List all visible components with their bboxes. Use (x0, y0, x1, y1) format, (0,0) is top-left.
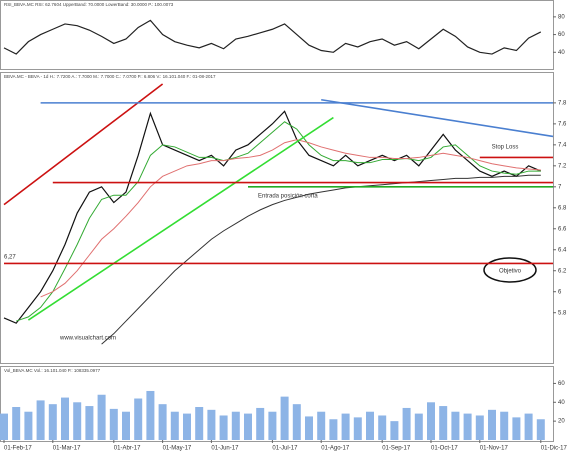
y-tick-label: 80 (558, 14, 565, 20)
series-line (40, 139, 541, 298)
x-tick-label: 01-May-17 (163, 446, 192, 452)
volume-bar (427, 402, 435, 440)
x-tick-label: 01-Jun-17 (211, 446, 239, 452)
series-line (101, 174, 541, 345)
trend-line (27, 116, 334, 321)
y-tick-label: 20 (558, 419, 565, 425)
y-tick-label: 7 (558, 184, 562, 190)
annotation: 6,27 (4, 255, 16, 261)
x-tick-label: 01-Ago-17 (321, 446, 350, 452)
volume-bar (305, 416, 313, 440)
volume-bar (231, 411, 240, 440)
volume-bar (280, 396, 289, 440)
y-tick-label: 60 (558, 381, 565, 387)
volume-bar (0, 413, 8, 440)
volume-bar (122, 411, 130, 440)
volume-bar (317, 411, 326, 440)
annotation: Stop Loss (492, 145, 519, 151)
x-tick-label: 01-Sep-17 (382, 446, 411, 452)
x-tick-label: 01-Feb-17 (4, 446, 32, 452)
volume-bar (353, 417, 362, 440)
volume-bar (524, 413, 533, 440)
volume-bar (183, 413, 191, 440)
y-tick-label: 7.8 (558, 100, 567, 106)
volume-bar (97, 394, 106, 440)
volume-bar (158, 404, 167, 440)
series-line (3, 110, 542, 324)
volume-bar (390, 421, 399, 440)
volume-bar (536, 419, 545, 440)
volume-bar (24, 411, 33, 440)
volume-panel (0, 366, 554, 442)
volume-bar (207, 409, 216, 440)
x-tick-label: 01-Dic-17 (541, 446, 567, 452)
y-tick-label: 40 (558, 50, 565, 56)
volume-bar (366, 411, 374, 440)
volume-bar (268, 411, 277, 440)
series-line (3, 19, 542, 55)
volume-bar (36, 400, 45, 440)
y-tick-label: 5.8 (558, 310, 567, 316)
y-tick-label: 6.6 (558, 226, 567, 232)
volume-bar (85, 406, 94, 440)
volume-bar (195, 407, 204, 440)
volume-bar (402, 407, 411, 440)
volume-bar (500, 411, 509, 440)
volume-bar (512, 417, 521, 440)
y-tick-label: 6.2 (558, 268, 567, 274)
volume-bar (109, 408, 118, 440)
volume-bar (134, 398, 143, 440)
volume-bar (292, 404, 301, 440)
trend-line (3, 83, 164, 206)
trend-line (321, 98, 554, 138)
y-tick-label: 60 (558, 32, 565, 38)
volume-bar (414, 413, 423, 440)
volume-bar (219, 415, 228, 440)
volume-bar (329, 419, 338, 440)
volume-bar (451, 411, 460, 440)
volume-bar (170, 411, 179, 440)
panel-header: RSI_BBVA.MC RSI: 62.7604 UpperBand: 70.0… (4, 2, 174, 7)
panel-header: Vol_BBVA.MC Vol.: 16.101.040 P.: 108335.… (4, 368, 101, 373)
volume-bar (48, 404, 57, 440)
volume-bar (463, 413, 472, 440)
volume-bar (244, 413, 252, 440)
volume-bar (439, 406, 448, 440)
y-tick-label: 6.4 (558, 247, 567, 253)
volume-bar (341, 413, 350, 440)
y-tick-label: 7.2 (558, 163, 567, 169)
price-panel (0, 72, 554, 364)
x-tick-label: 01-Mar-17 (53, 446, 81, 452)
annotation: Entrada posición corta (258, 194, 318, 200)
y-tick-label: 7.4 (558, 142, 567, 148)
x-tick-label: 01-Oct-17 (431, 446, 458, 452)
y-tick-label: 40 (558, 400, 565, 406)
annotation: Objetivo (499, 269, 522, 275)
x-tick-label: 01-Abr-17 (114, 446, 141, 452)
rsi-panel (0, 0, 554, 70)
volume-bar (12, 407, 21, 440)
watermark: www.visualchart.com (59, 336, 116, 342)
volume-bar (61, 397, 69, 440)
x-tick-label: 01-Nov-17 (480, 446, 509, 452)
y-tick-label: 7.6 (558, 121, 567, 127)
volume-bar (73, 402, 82, 440)
series-line (16, 121, 541, 322)
y-tick-label: 6.8 (558, 205, 567, 211)
y-tick-label: 6 (558, 289, 562, 295)
x-tick-label: 01-Jul-17 (272, 446, 298, 452)
panel-header: BBVA.MC - BBVA - 1d H.: 7.7200 A.: 7.700… (4, 74, 216, 79)
volume-bar (146, 390, 155, 440)
volume-bar (378, 415, 387, 440)
volume-bar (256, 407, 265, 440)
volume-bar (488, 409, 496, 440)
volume-bar (475, 415, 484, 440)
